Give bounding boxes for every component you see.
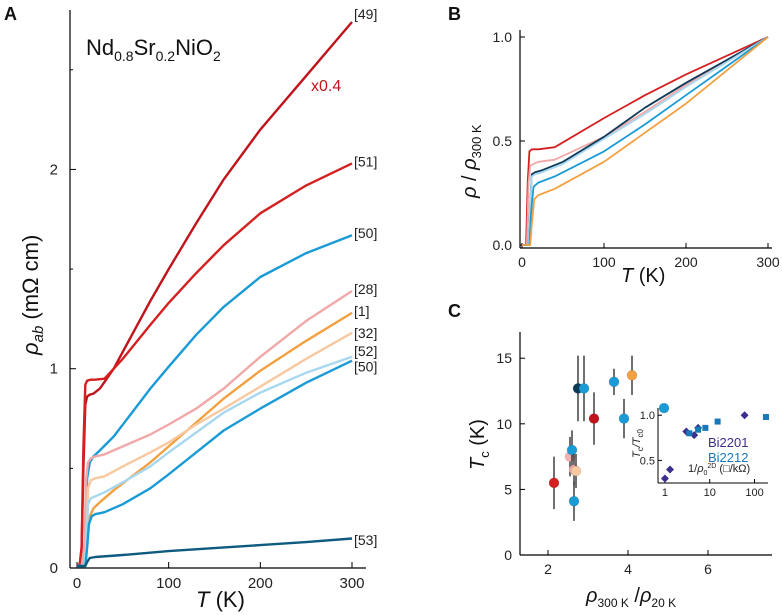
c-point-12 [658,402,670,414]
panel-c-inset: 1 10 100 0.5 1.0 Tc/Tc0 1/ρ02D (□/kΩ) Bi2201… [631,408,769,499]
inset-point-Bi2212-4 [762,414,769,421]
panel-b-ticks: 0 100 200 300 0.0 0.5 1.0 [493,29,780,270]
c-point-2 [566,444,578,456]
inset-xtick-label: 10 [704,487,716,499]
c-point-0 [548,477,560,489]
a-series-label-0: [49] [354,6,377,22]
inset-point-Bi2212-3 [714,418,721,425]
b-series-line-pink [522,36,769,246]
panel-b-y-label: ρ / ρ300 K [459,124,484,199]
b-series-line-navy [522,36,769,246]
panel-b-letter: B [448,4,461,24]
panel-c-ticks: 2 4 6 0 5 10 15 [496,350,712,577]
panel-a-y-label: ρab (mΩ cm) [18,235,47,356]
c-point-10 [618,413,630,424]
a-series-line-1 [76,162,353,567]
a-series-label-5: [32] [354,325,377,341]
inset-xtick-label: 1 [662,487,668,499]
a-series-line-6 [77,355,353,568]
panel-b-series [522,36,769,246]
b-xtick-label: 100 [592,254,616,270]
a-series-line-8 [77,537,353,568]
a-xtick-label: 200 [248,575,273,592]
a-ytick-label: 1 [50,361,58,378]
c-ytick-label: 5 [504,481,512,497]
a-series-line-3 [77,289,353,568]
b-series-line-orange [522,36,769,246]
b-series-line-lightblue [522,36,769,246]
a-series-label-2: [50] [354,225,377,241]
panel-a-scale-annotation: x0.4 [311,78,341,95]
panel-a-x-label: T (K) [196,587,245,612]
c-point-5 [568,495,580,507]
inset-legend-bi2201: Bi2201 [708,435,748,450]
a-series-label-8: [53] [354,532,377,548]
c-point-7 [578,383,590,394]
a-series-line-2 [77,234,353,568]
a-ytick-label: 2 [50,161,58,178]
panel-c: C 2 4 6 0 5 10 15 Tc (K) ρ300 K /ρ20 K 1 10 100 0… [448,301,772,610]
c-xtick-label: 2 [544,561,552,577]
b-xtick-label: 200 [674,254,698,270]
a-series-label-6: [52] [354,343,377,359]
inset-y-label: Tc/Tc0 [631,428,645,458]
a-ytick-label: 0 [50,560,58,577]
panel-c-letter: C [448,301,461,321]
inset-point-Bi2201-1 [666,465,675,474]
inset-point-Bi2201-0 [660,474,669,483]
a-series-label-1: [51] [354,153,377,169]
panel-b: B 0 100 200 300 0.0 0.5 1.0 ρ / ρ300 K T (K) [448,4,780,287]
panel-a-series [76,21,353,568]
inset-ticks: 1 10 100 0.5 1.0 [640,410,764,499]
c-ytick-label: 15 [496,350,512,366]
b-ytick-label: 0.0 [493,237,513,253]
a-series-line-4 [77,311,353,568]
panel-a-letter: A [4,4,17,24]
panel-c-y-label: Tc (K) [467,419,492,470]
panel-b-x-label: T (K) [621,265,665,287]
c-point-9 [608,376,620,388]
c-ytick-label: 0 [504,547,512,563]
inset-ytick-label: 1.0 [640,410,655,422]
a-series-label-4: [1] [354,303,370,319]
c-point-11 [626,369,638,381]
inset-xtick-label: 100 [745,487,763,499]
inset-legend-bi2212: Bi2212 [708,450,748,465]
c-point-8 [588,413,600,424]
panel-a-series-labels: [49][51][50][28][1][32][52][50][53] [354,6,377,548]
inset-point-Bi2212-2 [702,424,709,431]
a-xtick-label: 100 [156,575,181,592]
inset-point-Bi2201-5 [740,411,749,420]
a-xtick-label: 300 [339,575,364,592]
panel-c-x-label: ρ300 K /ρ20 K [585,585,676,610]
a-series-label-7: [50] [354,359,377,375]
a-xtick-label: 0 [73,575,81,592]
c-xtick-label: 6 [704,561,712,577]
panel-a-title: Nd0.8Sr0.2NiO2 [86,35,221,64]
b-ytick-label: 0.5 [493,133,513,149]
b-series-line-red [522,36,769,246]
inset-x-label: 1/ρ02D (□/kΩ) [688,463,750,477]
inset-point-Bi2212-0 [686,430,693,437]
b-ytick-label: 1.0 [493,29,513,45]
a-series-line-7 [77,359,353,568]
inset-points [660,411,769,483]
panel-a-ticks: 0 100 200 300 0 1 2 [50,69,365,592]
c-point-4 [570,465,582,477]
inset-ytick-label: 0.5 [640,455,655,467]
b-xtick-label: 300 [756,254,780,270]
c-ytick-label: 10 [496,416,512,432]
b-xtick-label: 0 [518,254,526,270]
c-xtick-label: 4 [624,561,632,577]
panel-c-points [548,355,670,521]
b-series-line-blue [522,36,769,246]
a-series-label-3: [28] [354,281,377,297]
inset-point-Bi2212-1 [695,426,702,433]
panel-a: A 0 100 200 300 0 1 2 [49] [51] [50] [28] [1] [32] [… [4,4,377,612]
